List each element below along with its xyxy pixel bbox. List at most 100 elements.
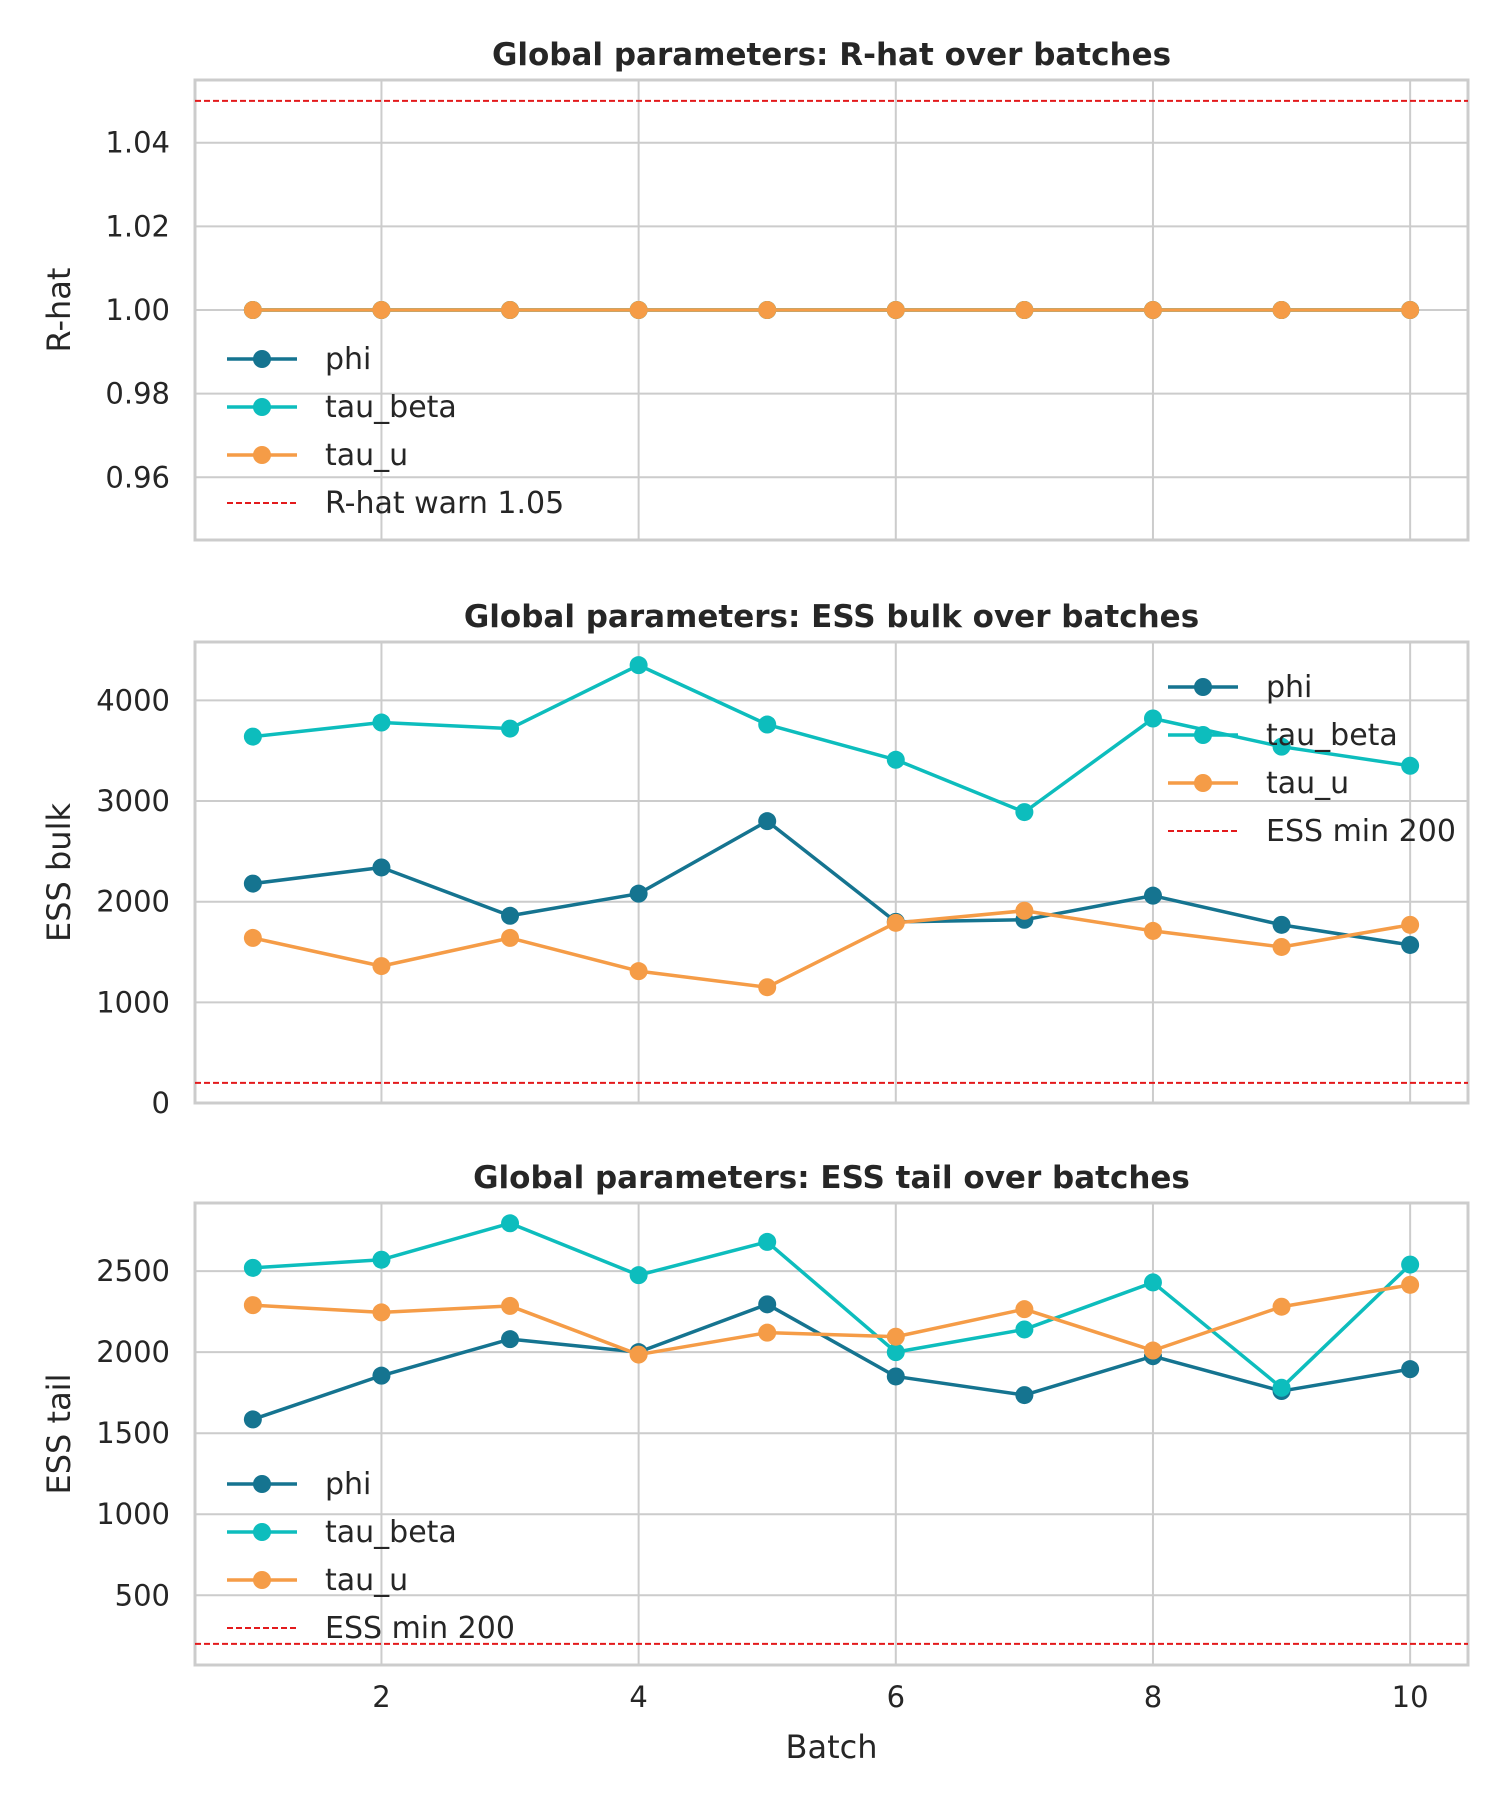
- data-point-phi: [886, 1367, 905, 1386]
- y-tick-label: 1500: [96, 1416, 170, 1450]
- legend-label: phi: [325, 1467, 371, 1502]
- data-point-tau-u: [372, 957, 391, 976]
- data-point-tau-u: [886, 1327, 905, 1346]
- series-line-tau-u: [252, 908, 1411, 989]
- y-tick-label: 4000: [96, 683, 170, 717]
- data-point-tau-beta: [758, 1232, 777, 1251]
- data-point-tau-u: [1015, 1300, 1034, 1319]
- data-point-phi: [1015, 1386, 1034, 1405]
- chart-title: Global parameters: ESS bulk over batches: [464, 599, 1199, 635]
- axes-frame: [193, 640, 1470, 1105]
- y-tick-label: 1000: [96, 1497, 170, 1531]
- legend-label: phi: [1266, 670, 1312, 705]
- data-point-tau-beta: [758, 715, 777, 734]
- x-tick-label: 6: [887, 1680, 905, 1714]
- x-tick-label: 2: [372, 1680, 390, 1714]
- legend-label: tau_beta: [325, 1515, 457, 1550]
- chart-title: Global parameters: ESS tail over batches: [473, 1160, 1190, 1196]
- y-axis-label: ESS tail: [40, 1374, 78, 1495]
- series-line-tau-beta: [252, 1221, 1412, 1390]
- legend-label: phi: [325, 342, 371, 377]
- panel-1: 0.96 0.98 1.00 1.02 1.04 Global parameters: R…: [40, 37, 1470, 542]
- data-point-tau-u: [372, 1303, 391, 1322]
- data-point-tau-beta: [243, 727, 262, 746]
- y-tick-label: 1.02: [105, 209, 170, 243]
- legend-label: tau_beta: [1266, 718, 1398, 753]
- data-point-tau-beta: [1401, 1255, 1420, 1274]
- data-point-tau-u: [1272, 301, 1291, 319]
- data-point-tau-u: [1143, 301, 1162, 319]
- data-point-phi: [1401, 935, 1420, 954]
- series-line-tau-u: [252, 1283, 1411, 1357]
- y-axis-label: ESS bulk: [40, 803, 78, 943]
- panel-2: 0 1000 2000 3000 4000 Global parameters: ESS …: [40, 599, 1470, 1120]
- data-point-tau-u: [501, 928, 520, 947]
- legend: phi tau_beta tau_u ESS min 200: [1168, 670, 1456, 849]
- y-tick-label: 0.96: [105, 460, 170, 494]
- data-point-tau-beta: [1401, 756, 1420, 775]
- data-point-tau-u: [1143, 921, 1162, 940]
- data-point-tau-beta: [629, 1266, 648, 1285]
- data-point-phi: [1401, 1360, 1420, 1379]
- data-point-tau-u: [629, 1345, 648, 1364]
- legend: phi tau_beta tau_u R-hat warn 1.05: [227, 342, 564, 521]
- legend-swatch-marker: [253, 1523, 271, 1541]
- data-point-phi: [501, 906, 520, 925]
- legend-swatch-marker: [253, 398, 271, 416]
- panel-3: 2 4 6 8 10 500 1000 1500 2000 2500 Global paramete…: [40, 1160, 1470, 1714]
- y-axis-label: R-hat: [40, 268, 78, 353]
- data-point-tau-beta: [1272, 1378, 1291, 1397]
- series-line-phi: [252, 1302, 1411, 1422]
- legend-label: ESS min 200: [325, 1611, 515, 1646]
- data-point-tau-beta: [1015, 803, 1034, 822]
- data-point-tau-beta: [886, 750, 905, 769]
- data-point-phi: [243, 1410, 262, 1429]
- data-point-tau-u: [1272, 937, 1291, 956]
- data-point-phi: [1143, 886, 1162, 905]
- y-tick-label: 2000: [96, 1335, 170, 1369]
- x-tick-label: 10: [1392, 1680, 1429, 1714]
- data-point-tau-beta: [372, 713, 391, 732]
- data-point-tau-beta: [501, 719, 520, 738]
- data-point-phi: [629, 884, 648, 903]
- data-point-tau-u: [1143, 1341, 1162, 1360]
- axes-frame: [193, 1201, 1470, 1667]
- y-tick-label: 0: [152, 1086, 170, 1120]
- legend-label: ESS min 200: [1266, 814, 1456, 849]
- y-tick-label: 1000: [96, 985, 170, 1019]
- legend-swatch-marker: [253, 1475, 271, 1493]
- data-point-tau-u: [243, 928, 262, 947]
- data-point-tau-u: [629, 301, 648, 319]
- x-tick-label: 8: [1144, 1680, 1162, 1714]
- data-point-tau-u: [1272, 1297, 1291, 1316]
- legend-swatch-marker: [253, 350, 271, 368]
- y-tick-label: 0.98: [105, 377, 170, 411]
- legend-label: tau_u: [325, 438, 408, 473]
- chart-title: Global parameters: R-hat over batches: [492, 37, 1171, 73]
- data-point-tau-beta: [1272, 737, 1291, 756]
- data-point-tau-beta: [1143, 709, 1162, 728]
- data-point-tau-beta: [629, 656, 648, 675]
- y-tick-label: 2000: [96, 885, 170, 919]
- data-point-tau-beta: [1143, 1273, 1162, 1292]
- legend-label: tau_u: [325, 1563, 408, 1598]
- y-tick-label: 2500: [96, 1254, 170, 1288]
- legend-swatch-marker: [1194, 774, 1212, 792]
- legend-label: R-hat warn 1.05: [325, 486, 564, 521]
- data-point-phi: [372, 858, 391, 877]
- data-point-tau-u: [1401, 915, 1420, 934]
- data-point-tau-u: [629, 962, 648, 981]
- series-line-tau-beta: [252, 663, 1411, 814]
- data-point-phi: [243, 874, 262, 893]
- data-point-tau-u: [758, 301, 777, 319]
- legend-swatch-marker: [253, 1571, 271, 1589]
- legend-swatch-marker: [1194, 678, 1212, 696]
- y-tick-label: 1.04: [105, 126, 170, 160]
- data-point-tau-u: [501, 1296, 520, 1315]
- data-point-tau-u: [372, 301, 391, 319]
- data-point-tau-u: [1015, 301, 1034, 319]
- data-point-tau-u: [886, 301, 905, 319]
- legend-label: tau_u: [1266, 766, 1349, 801]
- legend-swatch-marker: [253, 446, 271, 464]
